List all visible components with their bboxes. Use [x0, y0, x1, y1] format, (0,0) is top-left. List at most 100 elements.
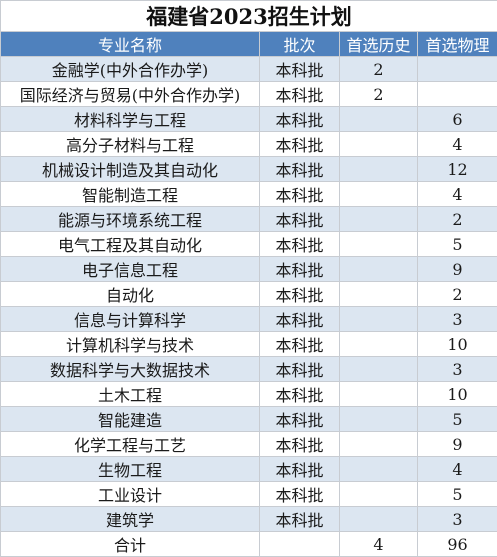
cell-physics: 4: [418, 457, 497, 482]
cell-batch: 本科批: [260, 132, 340, 157]
cell-history: [340, 257, 418, 282]
cell-history: [340, 407, 418, 432]
table-row: 建筑学本科批 3: [1, 507, 497, 532]
cell-history: 2: [340, 82, 418, 107]
cell-history: [340, 107, 418, 132]
cell-batch: 本科批: [260, 82, 340, 107]
cell-history: [340, 307, 418, 332]
cell-history: [340, 332, 418, 357]
cell-major: 自动化: [1, 282, 260, 307]
cell-batch: 本科批: [260, 207, 340, 232]
cell-batch: 本科批: [260, 157, 340, 182]
cell-history: [340, 132, 418, 157]
total-physics: 96: [418, 532, 497, 557]
cell-physics: 2: [418, 207, 497, 232]
cell-major: 电子信息工程: [1, 257, 260, 282]
cell-batch: 本科批: [260, 232, 340, 257]
cell-batch: 本科批: [260, 307, 340, 332]
cell-physics: 4: [418, 132, 497, 157]
cell-physics: 3: [418, 307, 497, 332]
table-row: 材料科学与工程本科批 6: [1, 107, 497, 132]
cell-batch: 本科批: [260, 332, 340, 357]
cell-physics: 5: [418, 407, 497, 432]
cell-batch: 本科批: [260, 482, 340, 507]
cell-history: [340, 357, 418, 382]
table-row: 土木工程本科批 10: [1, 382, 497, 407]
table-row: 电气工程及其自动化本科批 5: [1, 232, 497, 257]
cell-major: 化学工程与工艺: [1, 432, 260, 457]
column-header-history: 首选历史: [340, 32, 418, 57]
cell-physics: 10: [418, 382, 497, 407]
cell-physics: 5: [418, 232, 497, 257]
cell-history: [340, 432, 418, 457]
cell-major: 电气工程及其自动化: [1, 232, 260, 257]
column-header-batch: 批次: [260, 32, 340, 57]
table-row: 电子信息工程本科批 9: [1, 257, 497, 282]
cell-major: 金融学(中外合作办学): [1, 57, 260, 82]
cell-major: 计算机科学与技术: [1, 332, 260, 357]
table-row: 高分子材料与工程本科批 4: [1, 132, 497, 157]
cell-history: [340, 457, 418, 482]
column-header-major: 专业名称: [1, 32, 260, 57]
cell-major: 能源与环境系统工程: [1, 207, 260, 232]
cell-batch: 本科批: [260, 507, 340, 532]
cell-history: [340, 382, 418, 407]
cell-major: 高分子材料与工程: [1, 132, 260, 157]
cell-batch: 本科批: [260, 257, 340, 282]
cell-history: [340, 507, 418, 532]
cell-major: 数据科学与大数据技术: [1, 357, 260, 382]
cell-physics: 6: [418, 107, 497, 132]
cell-major: 土木工程: [1, 382, 260, 407]
cell-physics: 9: [418, 432, 497, 457]
total-label: 合计: [1, 532, 260, 557]
table-row: 生物工程本科批 4: [1, 457, 497, 482]
table-row: 能源与环境系统工程本科批 2: [1, 207, 497, 232]
table-row: 智能制造工程本科批 4: [1, 182, 497, 207]
cell-physics: 3: [418, 507, 497, 532]
cell-history: [340, 157, 418, 182]
cell-history: [340, 207, 418, 232]
cell-history: [340, 282, 418, 307]
cell-major: 生物工程: [1, 457, 260, 482]
cell-major: 智能制造工程: [1, 182, 260, 207]
cell-major: 信息与计算科学: [1, 307, 260, 332]
cell-batch: 本科批: [260, 382, 340, 407]
cell-history: [340, 182, 418, 207]
cell-major: 智能建造: [1, 407, 260, 432]
total-history: 4: [340, 532, 418, 557]
table-row: 智能建造本科批 5: [1, 407, 497, 432]
cell-physics: 4: [418, 182, 497, 207]
cell-major: 国际经济与贸易(中外合作办学): [1, 82, 260, 107]
table-row: 化学工程与工艺本科批 9: [1, 432, 497, 457]
cell-major: 材料科学与工程: [1, 107, 260, 132]
cell-batch: 本科批: [260, 457, 340, 482]
cell-batch: 本科批: [260, 57, 340, 82]
cell-history: [340, 232, 418, 257]
cell-physics: [418, 57, 497, 82]
cell-physics: 3: [418, 357, 497, 382]
cell-history: 2: [340, 57, 418, 82]
cell-physics: 10: [418, 332, 497, 357]
cell-physics: 5: [418, 482, 497, 507]
cell-history: [340, 482, 418, 507]
cell-batch: 本科批: [260, 432, 340, 457]
table-row: 信息与计算科学本科批 3: [1, 307, 497, 332]
cell-batch: 本科批: [260, 282, 340, 307]
cell-major: 建筑学: [1, 507, 260, 532]
table-row: 自动化本科批 2: [1, 282, 497, 307]
cell-batch: 本科批: [260, 407, 340, 432]
cell-physics: 2: [418, 282, 497, 307]
header-row: 专业名称 批次 首选历史 首选物理: [1, 32, 497, 57]
cell-batch: 本科批: [260, 107, 340, 132]
table-row: 计算机科学与技术本科批 10: [1, 332, 497, 357]
column-header-physics: 首选物理: [418, 32, 497, 57]
cell-batch: 本科批: [260, 182, 340, 207]
cell-physics: 9: [418, 257, 497, 282]
